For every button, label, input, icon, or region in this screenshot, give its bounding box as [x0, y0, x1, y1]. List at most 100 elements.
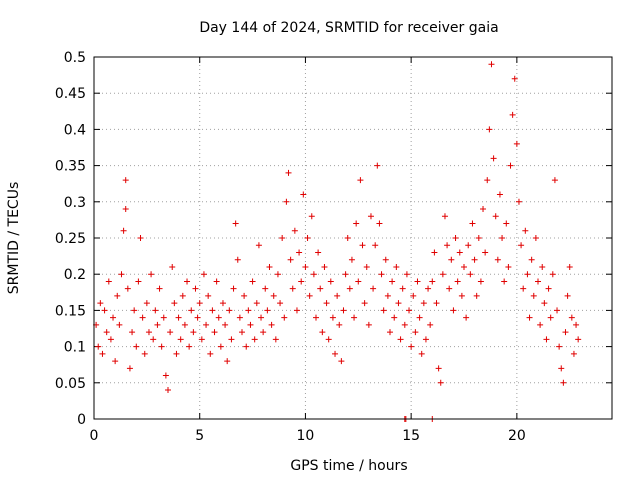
data-point — [239, 329, 245, 336]
data-point — [135, 278, 142, 285]
data-point — [363, 263, 370, 270]
data-point — [566, 263, 573, 270]
data-point — [258, 314, 265, 321]
data-point — [298, 278, 305, 285]
data-point — [450, 307, 457, 314]
data-point — [243, 343, 250, 350]
data-point — [387, 329, 393, 336]
data-point — [293, 307, 300, 314]
data-point — [181, 321, 188, 328]
plot-frame — [93, 56, 613, 420]
data-point — [188, 307, 195, 314]
data-point — [336, 321, 343, 328]
data-point — [410, 292, 417, 299]
data-point — [184, 278, 191, 285]
data-point — [461, 263, 467, 270]
data-point — [211, 329, 218, 336]
data-point — [484, 177, 491, 184]
y-tick-label: 0.1 — [64, 340, 86, 356]
data-point — [169, 263, 176, 270]
data-point — [418, 350, 425, 357]
data-point — [547, 314, 554, 321]
y-tick-label: 0.05 — [55, 376, 86, 392]
data-point — [179, 292, 186, 299]
data-point — [222, 321, 229, 328]
data-point — [200, 271, 207, 278]
data-point — [355, 278, 362, 285]
data-point — [554, 307, 561, 314]
data-point — [118, 271, 125, 278]
data-point — [101, 307, 108, 314]
data-point — [463, 314, 470, 321]
data-point — [496, 191, 503, 198]
data-point — [532, 235, 539, 241]
data-point — [232, 220, 239, 227]
data-point — [370, 285, 377, 292]
data-point — [198, 336, 205, 343]
data-point — [573, 321, 580, 328]
x-tick-label: 5 — [195, 428, 204, 444]
data-point — [560, 379, 567, 386]
data-point — [317, 285, 324, 292]
data-point — [488, 61, 495, 68]
data-point — [268, 321, 275, 328]
data-point — [321, 263, 328, 270]
data-point — [420, 300, 427, 307]
data-point — [323, 300, 330, 307]
data-point — [234, 256, 241, 263]
data-point — [148, 271, 155, 278]
data-point — [219, 300, 226, 307]
data-point — [515, 198, 522, 205]
data-point — [192, 285, 199, 292]
data-point — [570, 350, 577, 357]
data-point — [556, 343, 563, 350]
data-point — [332, 350, 339, 357]
data-point — [509, 111, 516, 118]
data-point — [95, 343, 102, 350]
x-axis-label: GPS time / hours — [290, 458, 407, 474]
data-point — [196, 300, 203, 307]
data-point — [433, 300, 440, 307]
data-point — [501, 278, 508, 285]
data-point — [209, 307, 216, 314]
data-point — [287, 256, 294, 263]
data-point — [539, 263, 546, 270]
data-point — [524, 271, 531, 278]
data-point — [255, 242, 262, 249]
data-point — [260, 329, 267, 336]
data-point — [357, 177, 364, 184]
data-point — [458, 292, 465, 299]
data-point — [173, 350, 180, 357]
data-point — [152, 307, 159, 314]
data-point — [205, 292, 212, 299]
data-point — [353, 220, 360, 227]
data-point — [348, 256, 355, 263]
data-point — [103, 329, 110, 336]
data-point — [277, 300, 284, 307]
data-point — [492, 213, 499, 220]
data-point — [490, 155, 497, 162]
data-point — [344, 235, 351, 241]
data-point — [304, 235, 311, 241]
data-point — [315, 249, 322, 256]
data-point — [270, 292, 277, 299]
data-point — [382, 256, 389, 263]
data-point — [545, 285, 552, 292]
data-point — [177, 336, 184, 343]
data-point — [562, 329, 569, 336]
y-tick-label: 0.5 — [64, 50, 86, 66]
data-point — [564, 292, 571, 299]
data-point — [245, 307, 252, 314]
data-point — [126, 365, 133, 372]
data-point — [207, 350, 214, 357]
data-point — [325, 336, 332, 343]
axis-layer: 0 0.05 0.1 0.15 0.2 0.25 0.3 0.35 0.4 0.45 0.5 0 5 10… — [55, 50, 612, 444]
data-point — [116, 321, 123, 328]
data-point — [281, 314, 288, 321]
data-point — [203, 321, 210, 328]
data-point — [236, 314, 243, 321]
data-point — [406, 307, 413, 314]
data-point — [374, 162, 381, 169]
data-point — [520, 285, 527, 292]
data-point — [551, 177, 558, 184]
